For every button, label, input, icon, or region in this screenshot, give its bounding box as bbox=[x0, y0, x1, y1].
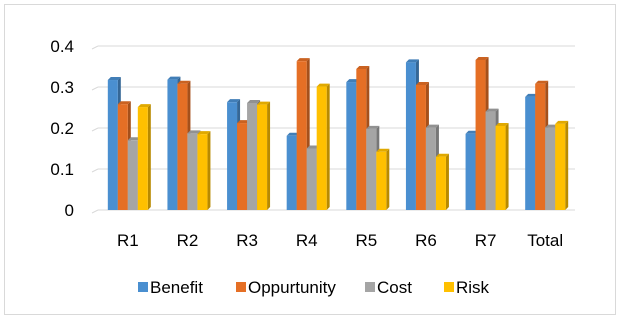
bar-risk-r2 bbox=[197, 131, 211, 210]
x-tick-label: R6 bbox=[415, 231, 437, 250]
legend-item-benefit: Benefit bbox=[138, 278, 203, 297]
legend-swatch bbox=[138, 282, 148, 292]
bar-risk-r7 bbox=[495, 122, 509, 210]
legend: Benefit Oppurtunity Cost Risk bbox=[138, 278, 490, 297]
bar-risk-r4 bbox=[316, 83, 330, 210]
legend-label: Risk bbox=[456, 278, 490, 297]
y-tick-label: 0 bbox=[65, 201, 74, 220]
bar-risk-r5 bbox=[376, 148, 390, 210]
legend-item-cost: Cost bbox=[365, 278, 412, 297]
gridline-depth bbox=[91, 86, 99, 91]
legend-swatch bbox=[365, 282, 375, 292]
legend-item-oppurtunity: Oppurtunity bbox=[236, 278, 336, 297]
y-tick-label: 0.4 bbox=[50, 37, 74, 56]
bar-risk-r1 bbox=[137, 104, 151, 210]
legend-item-risk: Risk bbox=[444, 278, 490, 297]
bar-risk-r3 bbox=[257, 101, 271, 210]
y-tick-label: 0.2 bbox=[50, 119, 74, 138]
x-tick-label: R2 bbox=[177, 231, 199, 250]
gridline-depth bbox=[91, 45, 99, 50]
x-axis-ticks: R1 R2 R3 R4 R5 R6 R7 Total bbox=[117, 231, 563, 250]
bar-risk-r6 bbox=[435, 153, 449, 210]
x-tick-label: R7 bbox=[475, 231, 497, 250]
x-tick-label: R3 bbox=[236, 231, 258, 250]
legend-swatch bbox=[236, 282, 246, 292]
legend-label: Cost bbox=[377, 278, 412, 297]
gridline-depth bbox=[91, 168, 99, 173]
x-tick-label: R5 bbox=[355, 231, 377, 250]
gridline-depth bbox=[91, 127, 99, 132]
y-axis-ticks: 0 0.1 0.2 0.3 0.4 bbox=[50, 37, 74, 220]
legend-swatch bbox=[444, 282, 454, 292]
gridline-depth bbox=[91, 209, 99, 214]
x-tick-label: R1 bbox=[117, 231, 139, 250]
bar-risk-total bbox=[555, 120, 569, 210]
bars bbox=[107, 56, 569, 211]
y-tick-label: 0.1 bbox=[50, 160, 74, 179]
legend-label: Oppurtunity bbox=[248, 278, 336, 297]
legend-label: Benefit bbox=[150, 278, 203, 297]
x-tick-label: Total bbox=[527, 231, 563, 250]
x-tick-label: R4 bbox=[296, 231, 318, 250]
y-tick-label: 0.3 bbox=[50, 78, 74, 97]
